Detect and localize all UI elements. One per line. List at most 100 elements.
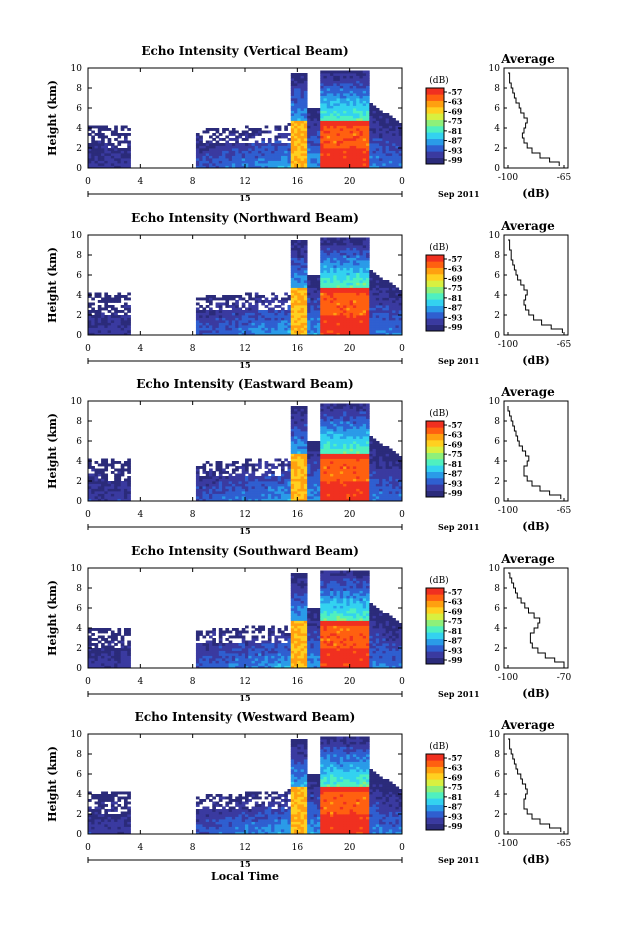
heatmap-cell bbox=[337, 431, 341, 434]
avg-x-tick-label: -100 bbox=[498, 173, 518, 183]
heatmap-cell bbox=[340, 318, 344, 321]
colorbar-tick-label: -87 bbox=[448, 303, 462, 313]
heatmap-cell bbox=[229, 313, 233, 316]
heatmap-cell bbox=[209, 141, 213, 144]
heatmap-cell bbox=[343, 76, 347, 79]
heatmap-cell bbox=[101, 148, 105, 151]
heatmap-cell bbox=[350, 454, 354, 457]
heatmap-cell bbox=[353, 245, 357, 248]
heatmap-cell bbox=[202, 161, 206, 164]
heatmap-cell bbox=[209, 323, 213, 326]
heatmap-cell bbox=[330, 486, 334, 489]
heatmap-cell bbox=[350, 481, 354, 484]
heatmap-cell bbox=[209, 128, 213, 131]
heatmap-cell bbox=[301, 253, 305, 256]
heatmap-cell bbox=[271, 325, 275, 328]
heatmap-cell bbox=[310, 278, 314, 281]
heatmap-cell bbox=[363, 146, 367, 149]
heatmap-cell bbox=[238, 318, 242, 321]
heatmap-cell bbox=[330, 133, 334, 136]
heatmap-cell bbox=[212, 310, 216, 313]
heatmap-cell bbox=[333, 78, 337, 81]
heatmap-cell bbox=[327, 280, 331, 283]
heatmap-cell bbox=[232, 305, 236, 308]
heatmap-cell bbox=[324, 128, 328, 131]
heatmap-cell bbox=[91, 494, 95, 497]
heatmap-cell bbox=[294, 138, 298, 141]
heatmap-cell bbox=[235, 491, 239, 494]
heatmap-cell bbox=[337, 118, 341, 121]
heatmap-cell bbox=[248, 158, 252, 161]
heatmap-cell bbox=[320, 141, 324, 144]
heatmap-cell bbox=[314, 113, 318, 116]
heatmap-cell bbox=[297, 91, 301, 94]
heatmap-cell bbox=[121, 464, 125, 467]
heatmap-cell bbox=[359, 491, 363, 494]
heatmap-cell bbox=[353, 83, 357, 86]
heatmap-cell bbox=[379, 116, 383, 119]
heatmap-cell bbox=[337, 416, 341, 419]
heatmap-cell bbox=[304, 414, 308, 417]
heatmap-cell bbox=[196, 496, 200, 499]
heatmap-cell bbox=[310, 323, 314, 326]
heatmap-cell bbox=[291, 260, 295, 263]
heatmap-cell bbox=[359, 163, 363, 166]
heatmap-cell bbox=[291, 265, 295, 268]
heatmap-cell bbox=[202, 469, 206, 472]
heatmap-cell bbox=[353, 290, 357, 293]
heatmap-cell bbox=[353, 151, 357, 154]
heatmap-cell bbox=[216, 136, 220, 139]
heatmap-cell bbox=[248, 323, 252, 326]
heatmap-cell bbox=[359, 273, 363, 276]
heatmap-cell bbox=[353, 255, 357, 258]
heatmap-cell bbox=[366, 148, 370, 151]
heatmap-cell bbox=[297, 313, 301, 316]
heatmap-cell bbox=[314, 315, 318, 318]
heatmap-cell bbox=[366, 298, 370, 301]
heatmap-cell bbox=[379, 153, 383, 156]
heatmap-cell bbox=[337, 88, 341, 91]
heatmap-cell bbox=[337, 141, 341, 144]
heatmap-cell bbox=[392, 163, 396, 166]
heatmap-cell bbox=[206, 496, 210, 499]
heatmap-cell bbox=[359, 416, 363, 419]
heatmap-cell bbox=[327, 108, 331, 111]
heatmap-cell bbox=[310, 158, 314, 161]
heatmap-cell bbox=[350, 466, 354, 469]
heatmap-cell bbox=[235, 151, 239, 154]
heatmap-cell bbox=[281, 161, 285, 164]
heatmap-cell bbox=[278, 486, 282, 489]
heatmap-cell bbox=[216, 496, 220, 499]
heatmap-cell bbox=[307, 136, 311, 139]
heatmap-cell bbox=[297, 151, 301, 154]
heatmap-cell bbox=[310, 308, 314, 311]
heatmap-cell bbox=[324, 464, 328, 467]
heatmap-cell bbox=[356, 454, 360, 457]
heatmap-cell bbox=[294, 76, 298, 79]
heatmap-cell bbox=[127, 461, 131, 464]
heatmap-cell bbox=[343, 238, 347, 241]
heatmap-cell bbox=[252, 323, 256, 326]
heatmap-cell bbox=[327, 273, 331, 276]
heatmap-cell bbox=[219, 320, 223, 323]
heatmap-cell bbox=[255, 310, 259, 313]
heatmap-cell bbox=[304, 113, 308, 116]
heatmap-cell bbox=[297, 406, 301, 409]
heatmap-cell bbox=[101, 484, 105, 487]
heatmap-cell bbox=[297, 103, 301, 106]
heatmap-cell bbox=[235, 479, 239, 482]
y-tick-label: 4 bbox=[76, 124, 82, 134]
heatmap-cell bbox=[196, 469, 200, 472]
heatmap-cell bbox=[297, 253, 301, 256]
heatmap-cell bbox=[101, 143, 105, 146]
heatmap-cell bbox=[330, 148, 334, 151]
heatmap-cell bbox=[333, 285, 337, 288]
heatmap-cell bbox=[98, 464, 102, 467]
heatmap-cell bbox=[98, 494, 102, 497]
heatmap-cell bbox=[238, 298, 242, 301]
heatmap-cell bbox=[376, 288, 380, 291]
heatmap-cell bbox=[330, 116, 334, 119]
heatmap-cell bbox=[91, 156, 95, 159]
heatmap-cell bbox=[343, 315, 347, 318]
heatmap-cell bbox=[389, 285, 393, 288]
